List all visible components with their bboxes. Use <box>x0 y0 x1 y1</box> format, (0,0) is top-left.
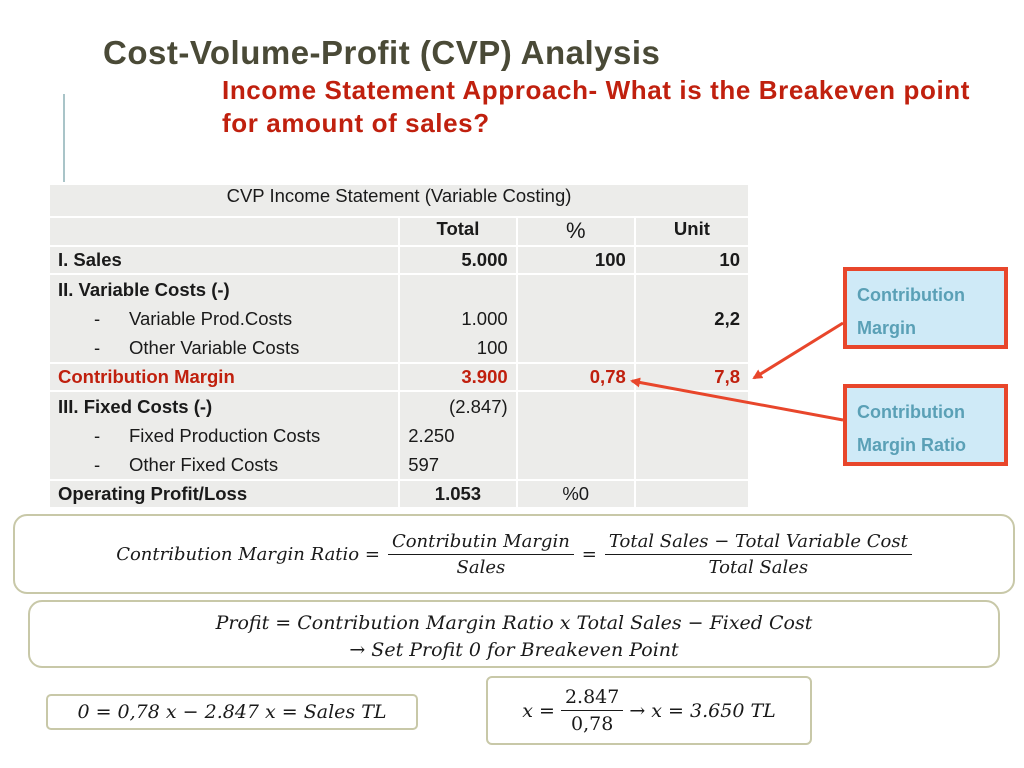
table-row-contribution-margin: Contribution Margin 3.900 0,78 7,8 <box>47 362 751 392</box>
formula-solution-num: 2.847 <box>560 686 624 711</box>
fixed-costs-label: III. Fixed Costs (-) <box>58 396 213 417</box>
formula-cm-ratio-eq: = <box>581 543 597 565</box>
contribution-margin-total: 3.900 <box>398 362 518 392</box>
callout-cm-line1: Contribution <box>857 285 965 305</box>
variable-costs-label: II. Variable Costs (-) <box>58 279 230 300</box>
callout-contribution-margin: Contribution Margin <box>843 267 1008 349</box>
contribution-margin-label: Contribution Margin <box>47 362 401 392</box>
formula-cm-ratio-den2: Total Sales <box>708 556 809 578</box>
other-variable-costs-total: 100 <box>476 337 508 358</box>
fixed-costs-total: (2.847) <box>449 396 508 417</box>
formula-solution-lhs: x = <box>522 699 555 722</box>
formula-cm-ratio: Contribution Margin Ratio = Contributin … <box>13 514 1015 594</box>
column-header-percent: % <box>515 216 636 247</box>
other-variable-costs-label: Other Variable Costs <box>129 337 300 358</box>
sales-percent: 100 <box>515 245 636 275</box>
column-header-total: Total <box>398 216 518 247</box>
column-header-label <box>47 216 401 247</box>
variable-prod-costs-item: - Variable Prod.Costs <box>94 308 293 329</box>
callout-contribution-margin-ratio: Contribution Margin Ratio <box>843 384 1008 466</box>
callout-cmr-line2: Margin Ratio <box>857 435 967 455</box>
table-caption: CVP Income Statement (Variable Costing) <box>48 183 750 218</box>
table-row-sales: I. Sales 5.000 100 10 <box>47 245 751 275</box>
formula-breakeven-equation-text: 0 = 0,78 x − 2.847 x = Sales TL <box>77 701 387 723</box>
slide-subtitle: Income Statement Approach- What is the B… <box>222 75 971 138</box>
formula-breakeven-solution: x = 2.847 0,78 → x = 3.650 TL <box>486 676 812 745</box>
column-header-unit: Unit <box>633 216 751 247</box>
callout-cmr-line1: Contribution <box>857 402 965 422</box>
cvp-income-statement-table: CVP Income Statement (Variable Costing) … <box>47 183 751 509</box>
formula-cm-ratio-num1: Contributin Margin <box>387 531 574 555</box>
fixed-production-costs-label: Fixed Production Costs <box>129 425 321 446</box>
formula-profit-line1: Profit = Contribution Margin Ratio x Tot… <box>215 612 813 634</box>
variable-prod-costs-unit: 2,2 <box>714 308 740 329</box>
operating-profit-percent: %0 <box>515 479 636 509</box>
formula-profit-line2: → Set Profit 0 for Breakeven Point <box>349 639 679 661</box>
formula-solution-den: 0,78 <box>570 713 614 735</box>
fixed-production-costs-item: - Fixed Production Costs <box>94 425 321 446</box>
table-row-fixed-costs: III. Fixed Costs (-) - Fixed Production C… <box>47 390 751 481</box>
formula-breakeven-equation: 0 = 0,78 x − 2.847 x = Sales TL <box>46 694 418 730</box>
formula-cm-ratio-num2: Total Sales − Total Variable Cost <box>604 531 912 555</box>
fixed-production-costs-total: 2.250 <box>408 425 455 446</box>
formula-cm-ratio-den1: Sales <box>456 556 506 578</box>
formula-profit: Profit = Contribution Margin Ratio x Tot… <box>28 600 1000 668</box>
decorative-vertical-line <box>63 94 65 182</box>
contribution-margin-percent: 0,78 <box>515 362 636 392</box>
sales-total: 5.000 <box>398 245 518 275</box>
arrow-to-percent-cm <box>630 377 844 422</box>
other-fixed-costs-item: - Other Fixed Costs <box>94 454 279 475</box>
operating-profit-unit <box>633 479 751 509</box>
other-variable-costs-item: - Other Variable Costs <box>94 337 300 358</box>
variable-prod-costs-label: Variable Prod.Costs <box>129 308 293 329</box>
other-fixed-costs-total: 597 <box>408 454 440 475</box>
variable-prod-costs-total: 1.000 <box>461 308 508 329</box>
arrow-to-unit-cm <box>752 321 844 380</box>
other-fixed-costs-label: Other Fixed Costs <box>129 454 279 475</box>
operating-profit-total: 1.053 <box>398 479 518 509</box>
table-row-operating-profit: Operating Profit/Loss 1.053 %0 <box>47 479 751 509</box>
slide-title: Cost-Volume-Profit (CVP) Analysis <box>103 34 661 71</box>
operating-profit-label: Operating Profit/Loss <box>47 479 401 509</box>
sales-label: I. Sales <box>47 245 401 275</box>
table-row-variable-costs: II. Variable Costs (-) - Variable Prod.Co… <box>47 273 751 364</box>
callout-cm-line2: Margin <box>857 318 917 338</box>
formula-solution-rhs: → x = 3.650 TL <box>629 699 776 722</box>
formula-cm-ratio-lhs: Contribution Margin Ratio = <box>116 543 380 565</box>
sales-unit: 10 <box>633 245 751 275</box>
